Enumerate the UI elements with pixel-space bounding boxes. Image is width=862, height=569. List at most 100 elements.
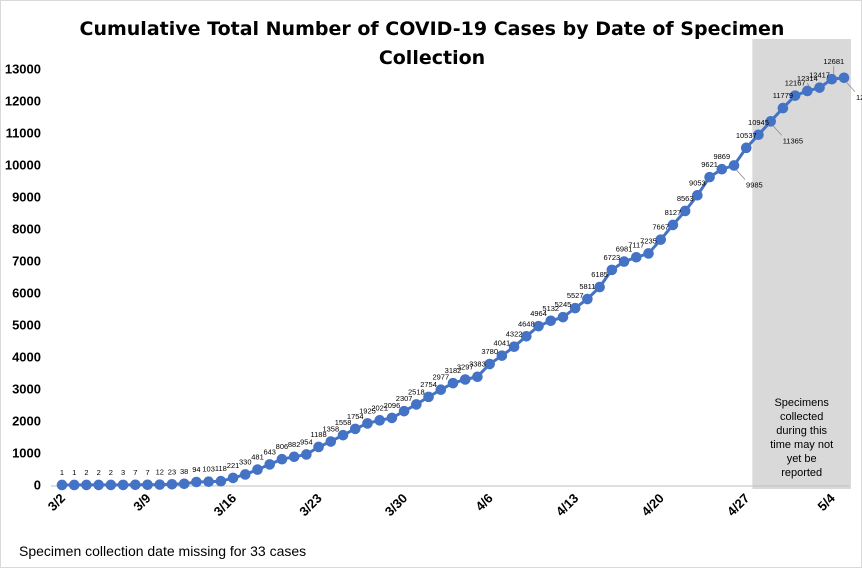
data-label: 8563 — [677, 194, 694, 203]
data-point — [838, 72, 850, 84]
data-label: 12314 — [797, 74, 818, 83]
shade-annotation-line: yet be — [787, 453, 817, 465]
data-point — [667, 219, 679, 231]
data-point — [435, 384, 447, 396]
data-label-leader — [772, 125, 782, 136]
data-point — [582, 293, 593, 305]
data-label: 7 — [133, 468, 137, 477]
data-point — [264, 459, 276, 470]
data-label: 11365 — [783, 136, 803, 145]
data-label-leader — [735, 169, 746, 180]
data-label: 4322 — [506, 330, 523, 339]
data-label: 806 — [276, 442, 289, 451]
data-point — [521, 330, 532, 342]
data-label: 1558 — [335, 418, 352, 427]
shade-annotation-line: during this — [776, 425, 827, 437]
data-point — [362, 418, 373, 429]
data-label: 4648 — [518, 319, 535, 328]
y-tick-label: 10000 — [5, 158, 41, 173]
data-label: 1 — [60, 468, 64, 477]
data-label: 5132 — [542, 304, 559, 313]
chart-title-line-2: Collection — [379, 47, 485, 69]
data-point — [655, 234, 667, 245]
data-label: 882 — [288, 440, 301, 449]
data-label: 12417 — [809, 71, 830, 80]
data-point — [81, 479, 92, 491]
y-tick-label: 3000 — [12, 382, 41, 397]
data-label: 10945 — [748, 118, 769, 127]
y-axis: 0 1000 2000 3000 4000 5000 6000 7000 8000 9000 100… — [5, 62, 41, 493]
data-point — [496, 350, 508, 361]
data-label: 10537 — [736, 131, 757, 140]
y-tick-label: 0 — [34, 478, 41, 493]
data-point — [117, 479, 129, 491]
data-label: 954 — [300, 437, 313, 446]
y-tick-label: 1000 — [12, 446, 41, 461]
data-point — [459, 374, 471, 385]
data-label: 5811 — [579, 282, 595, 291]
data-label: 1 — [72, 468, 76, 477]
x-tick-label: 4/27 — [724, 491, 753, 520]
data-label: 2307 — [396, 394, 413, 403]
data-point — [93, 479, 104, 491]
data-label: 12 — [156, 468, 164, 477]
data-label: 7 — [145, 468, 149, 477]
data-point — [533, 320, 544, 332]
data-label: 6185 — [591, 270, 608, 279]
chart-title-line-1: Cumulative Total Number of COVID-19 Case… — [80, 18, 785, 40]
data-point — [826, 73, 838, 85]
data-point — [484, 358, 495, 370]
data-point — [288, 451, 300, 463]
x-tick-label: 3/2 — [45, 491, 68, 514]
x-tick-label: 4/20 — [638, 491, 667, 520]
data-point — [374, 415, 385, 426]
data-label: 1358 — [322, 425, 339, 434]
x-tick-label: 4/6 — [472, 491, 495, 514]
data-point — [618, 256, 630, 267]
data-label: 2021 — [371, 403, 388, 412]
y-tick-label: 9000 — [12, 190, 41, 205]
shade-annotation-line: Specimens — [774, 397, 829, 409]
data-label: 3383 — [469, 360, 486, 369]
data-point — [692, 190, 703, 201]
x-tick-label: 3/9 — [130, 491, 153, 514]
data-label: 118 — [215, 464, 227, 473]
data-point — [215, 475, 227, 487]
data-label: 2 — [109, 468, 113, 477]
unreported-period-shade — [752, 39, 851, 489]
data-label: 643 — [263, 447, 276, 456]
data-point — [68, 479, 80, 491]
data-label: 8127 — [665, 208, 682, 217]
data-point — [178, 478, 190, 490]
data-label-leader — [807, 82, 810, 88]
data-label: 2 — [97, 468, 101, 477]
y-tick-label: 2000 — [12, 414, 41, 429]
data-point — [239, 469, 251, 480]
chart-footnote: Specimen collection date missing for 33 … — [19, 543, 306, 559]
data-point — [740, 142, 752, 154]
data-label: 103 — [202, 465, 215, 474]
data-label: 12681 — [823, 57, 844, 66]
data-point — [337, 429, 349, 441]
data-point — [203, 476, 214, 488]
data-point — [728, 160, 740, 171]
data-point — [802, 85, 813, 97]
x-axis: 3/2 3/9 3/16 3/23 3/30 4/6 4/13 4/20 4/27 5/4 — [45, 490, 839, 519]
data-label: 1754 — [347, 412, 364, 421]
data-label-leader — [845, 81, 856, 93]
y-tick-label: 6000 — [12, 286, 41, 301]
data-label: 94 — [192, 465, 200, 474]
y-tick-label: 7000 — [12, 254, 41, 269]
x-tick-label: 5/4 — [815, 490, 839, 514]
y-tick-label: 13000 — [5, 62, 41, 77]
data-label: 2754 — [420, 380, 437, 389]
shade-annotation-line: reported — [781, 467, 822, 479]
data-label: 9869 — [713, 152, 730, 161]
shade-annotation-line: collected — [780, 411, 823, 423]
data-label: 5245 — [555, 300, 572, 309]
data-point — [276, 453, 288, 465]
data-point — [643, 248, 654, 259]
data-point — [765, 116, 776, 127]
data-point — [814, 82, 825, 93]
